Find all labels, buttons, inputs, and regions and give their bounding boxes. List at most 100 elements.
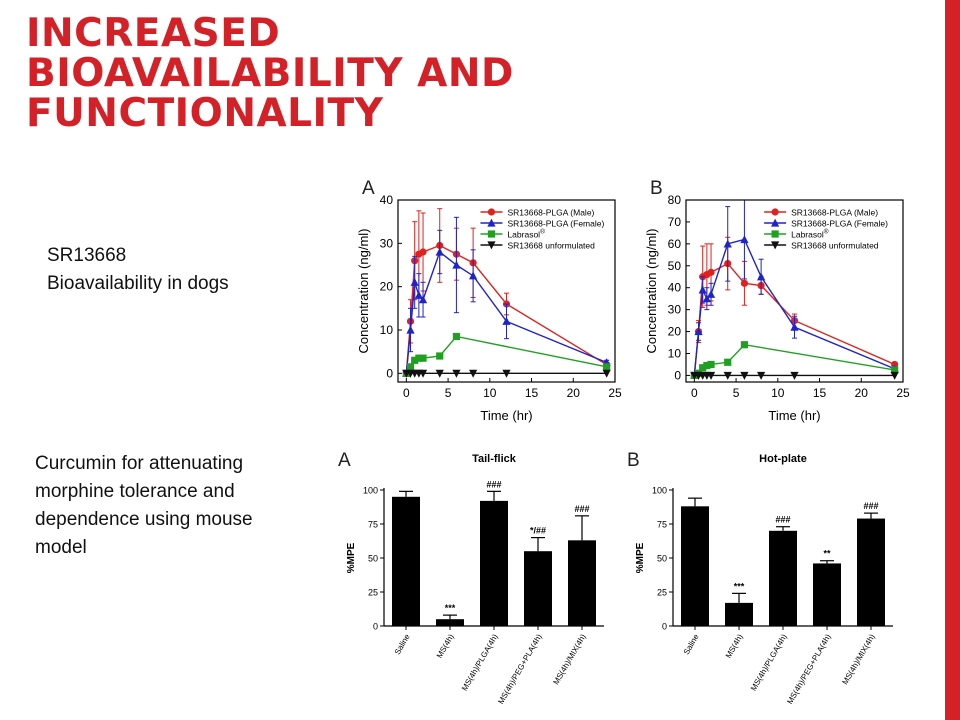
legend-label: SR13668 unformulated <box>791 241 879 251</box>
series-3 <box>402 369 611 378</box>
x-tick-label: 25 <box>608 386 622 400</box>
series-line <box>693 238 895 376</box>
data-point <box>724 358 732 366</box>
data-point <box>706 371 716 380</box>
bar <box>436 619 464 626</box>
x-tick-label: MS(4h)/PEG+PLA(4h) <box>496 632 544 706</box>
x-tick-label: 5 <box>445 386 452 400</box>
title-line-2: BIOAVAILABILITY AND <box>26 51 514 96</box>
y-tick-label: 60 <box>668 237 682 251</box>
y-tick-label: 75 <box>368 520 378 530</box>
data-point <box>419 248 427 256</box>
data-point <box>435 247 444 256</box>
significance-label: ### <box>574 504 589 514</box>
data-point <box>502 316 511 325</box>
data-point <box>707 268 715 276</box>
y-tick-label: 50 <box>657 554 667 564</box>
legend-item: Labrasol® <box>764 228 829 240</box>
caption-line: model <box>35 537 87 558</box>
x-tick-label: 15 <box>813 386 827 400</box>
y-tick-label: 100 <box>363 486 378 496</box>
y-tick-label: 40 <box>668 281 682 295</box>
title-line-3: FUNCTIONALITY <box>26 91 384 136</box>
y-tick-label: 70 <box>668 215 682 229</box>
data-point <box>406 363 415 371</box>
y-axis-label: Concentration (ng/ml) <box>356 229 371 354</box>
data-point <box>790 322 799 331</box>
x-tick-label: MS(4h)/PLGA(4h) <box>460 632 500 692</box>
data-point <box>757 371 766 380</box>
legend-item: SR13668 unformulated <box>764 241 879 251</box>
legend-item: SR13668-PLGA (Female) <box>764 219 888 229</box>
y-tick-label: 75 <box>657 520 667 530</box>
data-point <box>723 371 732 380</box>
legend-marker <box>487 218 496 227</box>
data-point <box>891 366 899 374</box>
series-line <box>405 244 608 374</box>
y-axis-label: %MPE <box>346 542 357 573</box>
y-tick-label: 0 <box>386 366 393 380</box>
x-tick-label: 25 <box>896 386 910 400</box>
legend-label: SR13668-PLGA (Male) <box>507 208 594 218</box>
bar-chart-tail-flick: A Tail-flick 0 25 50 75 100 %MPE Saline *** MS(4h)… <box>338 450 604 706</box>
plot-frame <box>397 199 616 383</box>
data-point <box>452 260 461 269</box>
x-tick-label: 20 <box>567 386 581 400</box>
legend-marker <box>771 218 780 227</box>
y-tick-label: 50 <box>668 259 682 273</box>
slide-title: INCREASED BIOAVAILABILITY AND FUNCTIONAL… <box>26 14 586 134</box>
line-chart-panel-b: B 0 5 10 15 20 25 0 10 20 30 40 50 60 70 80 Time (hr) Con… <box>644 178 910 423</box>
x-tick-label: 10 <box>483 386 497 400</box>
y-tick-label: 10 <box>380 323 394 337</box>
x-tick-label: 0 <box>691 386 698 400</box>
significance-label: *** <box>445 603 456 613</box>
legend-item: SR13668-PLGA (Male) <box>764 208 878 218</box>
data-point <box>452 332 461 341</box>
data-point <box>757 272 766 281</box>
y-tick-label: 40 <box>380 193 394 207</box>
significance-label: */## <box>530 526 546 536</box>
legend-marker <box>487 230 496 238</box>
significance-label: ** <box>823 549 831 559</box>
caption-line: Curcumin for attenuating <box>35 453 244 474</box>
data-point <box>418 295 428 304</box>
bar <box>857 518 885 626</box>
y-tick-label: 80 <box>668 193 682 207</box>
data-point <box>890 371 899 380</box>
data-point <box>418 369 428 378</box>
data-point <box>740 371 749 380</box>
x-tick-label: MS(4h) <box>724 632 745 660</box>
line-chart-panel-a: A 0 5 10 15 20 25 0 10 20 30 40 Time (hr) Concentrati… <box>356 178 622 423</box>
y-tick-label: 0 <box>373 622 378 632</box>
legend-superscript: ® <box>540 228 545 236</box>
legend-marker <box>487 208 496 216</box>
bar-chart-hot-plate: B Hot-plate 0 25 50 75 100 %MPE Saline *** MS(4h) #… <box>627 450 893 706</box>
legend-label: SR13668-PLGA (Male) <box>791 208 878 218</box>
caption-curcumin: Curcumin for attenuating morphine tolera… <box>35 450 325 562</box>
data-point <box>707 360 715 369</box>
x-tick-label: MS(4h)/PEG+PLA(4h) <box>785 632 833 706</box>
series-0 <box>402 208 611 377</box>
data-point <box>740 235 749 244</box>
legend-label: Labrasol® <box>791 228 829 240</box>
data-point <box>415 354 423 362</box>
significance-label: *** <box>734 581 745 591</box>
panel-letter: A <box>362 178 375 199</box>
bar <box>681 506 709 626</box>
data-point <box>603 363 611 371</box>
x-tick-label: 0 <box>403 386 410 400</box>
data-point <box>411 356 419 364</box>
data-point <box>699 364 707 372</box>
x-tick-label: MS(4h)/MIX(4h) <box>840 632 876 686</box>
data-point <box>435 369 444 378</box>
significance-label: ### <box>863 501 878 511</box>
data-point <box>694 327 703 336</box>
y-tick-label: 20 <box>668 325 682 339</box>
panel-letter: B <box>627 450 640 471</box>
bar <box>524 551 552 626</box>
data-point <box>436 352 444 360</box>
x-axis-label: Time (hr) <box>768 408 820 423</box>
legend-item: Labrasol® <box>480 228 545 240</box>
y-tick-label: 25 <box>657 588 667 598</box>
caption-line: morphine tolerance and <box>35 481 235 502</box>
